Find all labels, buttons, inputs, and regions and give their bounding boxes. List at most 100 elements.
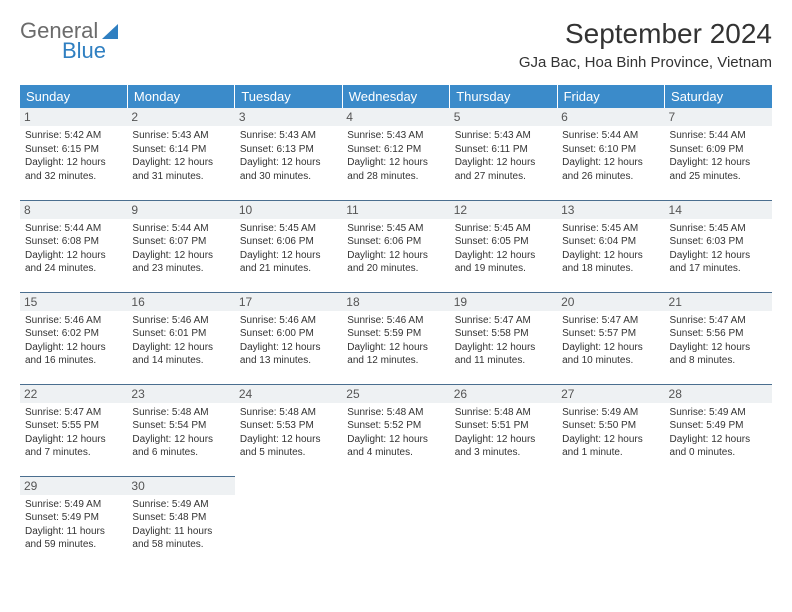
day-number: 19 [450,293,557,311]
day-number: 25 [342,385,449,403]
calendar-day-cell: 24Sunrise: 5:48 AMSunset: 5:53 PMDayligh… [235,384,342,476]
sunrise-text: Sunrise: 5:45 AM [562,222,659,236]
sunrise-text: Sunrise: 5:49 AM [132,498,229,512]
daylight-text: Daylight: 12 hours and 21 minutes. [240,249,337,276]
calendar-day-cell: 17Sunrise: 5:46 AMSunset: 6:00 PMDayligh… [235,292,342,384]
sunset-text: Sunset: 6:06 PM [240,235,337,249]
calendar-day-cell: 27Sunrise: 5:49 AMSunset: 5:50 PMDayligh… [557,384,664,476]
day-header: Saturday [665,85,772,108]
daylight-text: Daylight: 12 hours and 8 minutes. [670,341,767,368]
calendar-day-cell: 3Sunrise: 5:43 AMSunset: 6:13 PMDaylight… [235,108,342,200]
day-number: 9 [127,201,234,219]
calendar-day-cell: 23 Sunrise: 5:48 AMSunset: 5:54 PMDayligh… [127,384,234,476]
calendar-day-cell: 13Sunrise: 5:45 AMSunset: 6:04 PMDayligh… [557,200,664,292]
daylight-text: Daylight: 12 hours and 4 minutes. [347,433,444,460]
sunrise-text: Sunrise: 5:46 AM [25,314,122,328]
sunset-text: Sunset: 5:52 PM [347,419,444,433]
day-number: 17 [235,293,342,311]
daylight-text: Daylight: 12 hours and 26 minutes. [562,156,659,183]
sunset-text: Sunset: 6:07 PM [132,235,229,249]
daylight-text: Daylight: 12 hours and 11 minutes. [455,341,552,368]
day-number: 14 [665,201,772,219]
day-number: 18 [342,293,449,311]
daylight-text: Daylight: 12 hours and 20 minutes. [347,249,444,276]
calendar-day-cell: 11Sunrise: 5:45 AMSunset: 6:06 PMDayligh… [342,200,449,292]
brand-logo: General Blue [20,18,122,44]
daylight-text: Daylight: 12 hours and 32 minutes. [25,156,122,183]
sunset-text: Sunset: 5:48 PM [132,511,229,525]
calendar-day-cell: 12Sunrise: 5:45 AMSunset: 6:05 PMDayligh… [450,200,557,292]
sunrise-text: Sunrise: 5:45 AM [455,222,552,236]
day-number: 4 [342,108,449,126]
sunset-text: Sunset: 6:09 PM [670,143,767,157]
calendar-week-row: 22Sunrise: 5:47 AMSunset: 5:55 PMDayligh… [20,384,772,476]
sunrise-text: Sunrise: 5:46 AM [132,314,229,328]
calendar-body: 1Sunrise: 5:42 AMSunset: 6:15 PMDaylight… [20,108,772,568]
day-number: 30 [127,477,234,495]
sunrise-text: Sunrise: 5:44 AM [25,222,122,236]
sunset-text: Sunset: 5:50 PM [562,419,659,433]
sunrise-text: Sunrise: 5:43 AM [455,129,552,143]
calendar-day-cell: 6Sunrise: 5:44 AMSunset: 6:10 PMDaylight… [557,108,664,200]
daylight-text: Daylight: 12 hours and 6 minutes. [132,433,229,460]
calendar-day-cell: 18 Sunrise: 5:46 AMSunset: 5:59 PMDayligh… [342,292,449,384]
sunrise-text: Sunrise: 5:43 AM [240,129,337,143]
daylight-text: Daylight: 12 hours and 12 minutes. [347,341,444,368]
daylight-text: Daylight: 12 hours and 19 minutes. [455,249,552,276]
calendar-day-cell: 22Sunrise: 5:47 AMSunset: 5:55 PMDayligh… [20,384,127,476]
sunrise-text: Sunrise: 5:48 AM [132,406,229,420]
sunset-text: Sunset: 6:01 PM [132,327,229,341]
daylight-text: Daylight: 12 hours and 30 minutes. [240,156,337,183]
daylight-text: Daylight: 11 hours and 58 minutes. [132,525,229,552]
day-number: 20 [557,293,664,311]
day-number: 23 [127,385,234,403]
day-header: Thursday [450,85,557,108]
sunset-text: Sunset: 5:49 PM [25,511,122,525]
sunrise-text: Sunrise: 5:43 AM [132,129,229,143]
location-text: GJa Bac, Hoa Binh Province, Vietnam [519,54,772,71]
calendar-day-cell [557,476,664,568]
sunset-text: Sunset: 6:12 PM [347,143,444,157]
daylight-text: Daylight: 12 hours and 28 minutes. [347,156,444,183]
title-block: September 2024 GJa Bac, Hoa Binh Provinc… [519,18,772,71]
sunrise-text: Sunrise: 5:45 AM [670,222,767,236]
daylight-text: Daylight: 12 hours and 3 minutes. [455,433,552,460]
sunset-text: Sunset: 6:11 PM [455,143,552,157]
sunrise-text: Sunrise: 5:48 AM [240,406,337,420]
sunset-text: Sunset: 6:02 PM [25,327,122,341]
sunset-text: Sunset: 6:06 PM [347,235,444,249]
calendar-week-row: 29Sunrise: 5:49 AMSunset: 5:49 PMDayligh… [20,476,772,568]
calendar-day-cell [450,476,557,568]
calendar-day-cell: 25Sunrise: 5:48 AMSunset: 5:52 PMDayligh… [342,384,449,476]
sunrise-text: Sunrise: 5:46 AM [347,314,444,328]
sunset-text: Sunset: 5:53 PM [240,419,337,433]
sunrise-text: Sunrise: 5:47 AM [670,314,767,328]
day-number: 7 [665,108,772,126]
day-number: 12 [450,201,557,219]
daylight-text: Daylight: 12 hours and 10 minutes. [562,341,659,368]
day-number: 6 [557,108,664,126]
sunset-text: Sunset: 5:57 PM [562,327,659,341]
calendar-day-cell: 30 Sunrise: 5:49 AMSunset: 5:48 PMDayligh… [127,476,234,568]
calendar-day-cell: 2Sunrise: 5:43 AMSunset: 6:14 PMDaylight… [127,108,234,200]
sunset-text: Sunset: 5:51 PM [455,419,552,433]
header: General Blue September 2024 GJa Bac, Hoa… [20,18,772,71]
calendar-day-cell: 4 Sunrise: 5:43 AMSunset: 6:12 PMDaylight… [342,108,449,200]
sunrise-text: Sunrise: 5:47 AM [562,314,659,328]
sunrise-text: Sunrise: 5:43 AM [347,129,444,143]
sunset-text: Sunset: 6:03 PM [670,235,767,249]
day-number: 8 [20,201,127,219]
daylight-text: Daylight: 12 hours and 17 minutes. [670,249,767,276]
sunset-text: Sunset: 6:04 PM [562,235,659,249]
sunset-text: Sunset: 5:59 PM [347,327,444,341]
calendar-day-cell: 29Sunrise: 5:49 AMSunset: 5:49 PMDayligh… [20,476,127,568]
sunrise-text: Sunrise: 5:45 AM [347,222,444,236]
daylight-text: Daylight: 12 hours and 27 minutes. [455,156,552,183]
calendar-week-row: 1Sunrise: 5:42 AMSunset: 6:15 PMDaylight… [20,108,772,200]
calendar-day-cell: 10Sunrise: 5:45 AMSunset: 6:06 PMDayligh… [235,200,342,292]
calendar-day-cell: 16Sunrise: 5:46 AMSunset: 6:01 PMDayligh… [127,292,234,384]
sunset-text: Sunset: 5:54 PM [132,419,229,433]
calendar-day-cell: 8Sunrise: 5:44 AMSunset: 6:08 PMDaylight… [20,200,127,292]
daylight-text: Daylight: 12 hours and 18 minutes. [562,249,659,276]
calendar-day-cell [342,476,449,568]
